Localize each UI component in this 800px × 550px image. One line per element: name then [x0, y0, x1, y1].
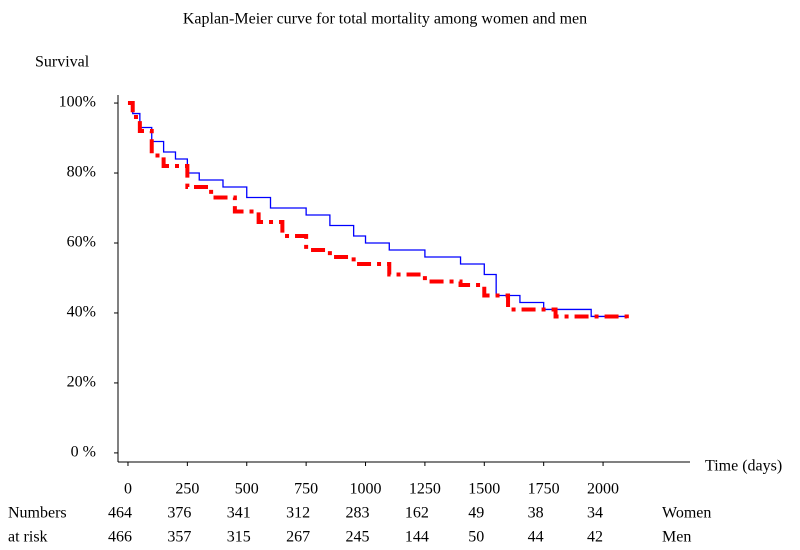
at-risk-count: 44	[528, 529, 544, 546]
y-tick-label: 100%	[59, 94, 96, 111]
at-risk-count: 376	[167, 505, 191, 522]
chart-title: Kaplan-Meier curve for total mortality a…	[183, 11, 587, 28]
x-tick-label: 1250	[409, 481, 441, 498]
x-tick-label: 1500	[468, 481, 500, 498]
at-risk-label: Numbers	[8, 505, 67, 522]
y-tick-label: 40%	[67, 304, 96, 321]
at-risk-count: 341	[227, 505, 251, 522]
at-risk-count: 245	[346, 529, 370, 546]
series-name: Men	[662, 529, 691, 546]
x-tick-label: 2000	[587, 481, 619, 498]
x-tick-label: 0	[124, 481, 132, 498]
at-risk-count: 357	[167, 529, 191, 546]
y-tick-label: 20%	[67, 374, 96, 391]
at-risk-count: 34	[587, 505, 603, 522]
at-risk-count: 283	[346, 505, 370, 522]
at-risk-count: 50	[468, 529, 484, 546]
at-risk-label: at risk	[8, 529, 48, 546]
series-name: Women	[662, 505, 711, 522]
at-risk-count: 49	[468, 505, 484, 522]
survival-curve	[127, 102, 627, 318]
x-axis-label: Time (days)	[705, 458, 782, 475]
at-risk-count: 312	[286, 505, 310, 522]
y-tick-label: 60%	[67, 234, 96, 251]
at-risk-count: 162	[405, 505, 429, 522]
x-tick-label: 250	[175, 481, 199, 498]
survival-curve	[127, 101, 629, 320]
x-tick-label: 1000	[350, 481, 382, 498]
x-tick-label: 500	[235, 481, 259, 498]
at-risk-count: 466	[108, 529, 132, 546]
y-tick-label: 80%	[67, 164, 96, 181]
at-risk-count: 315	[227, 529, 251, 546]
x-tick-label: 1750	[528, 481, 560, 498]
at-risk-count: 464	[108, 505, 132, 522]
at-risk-count: 42	[587, 529, 603, 546]
at-risk-count: 144	[405, 529, 429, 546]
at-risk-count: 38	[528, 505, 544, 522]
x-tick-label: 750	[294, 481, 318, 498]
at-risk-count: 267	[286, 529, 310, 546]
y-tick-label: 0 %	[71, 444, 96, 461]
y-axis-label: Survival	[35, 54, 90, 71]
